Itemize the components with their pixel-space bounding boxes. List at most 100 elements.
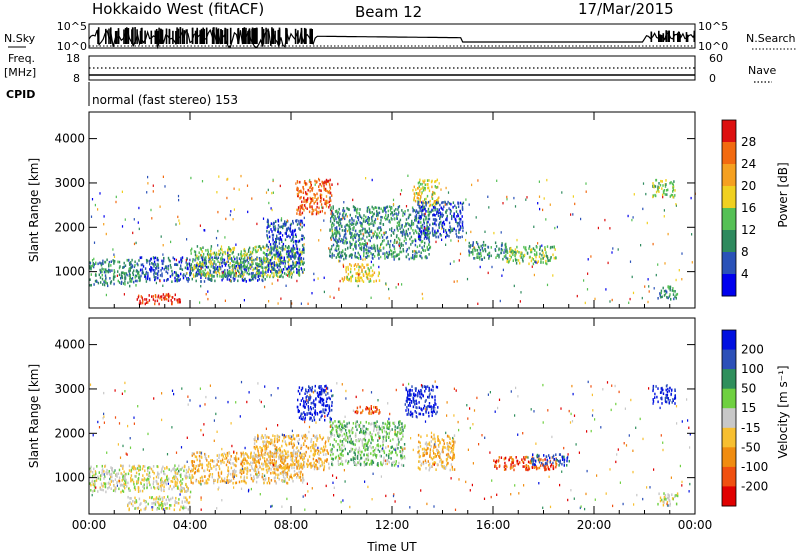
power-cell — [288, 246, 290, 250]
power-cell — [468, 245, 470, 248]
power-cell — [653, 287, 655, 290]
velocity-cell — [100, 474, 102, 477]
power-cell — [140, 256, 142, 260]
power-cell — [549, 259, 551, 262]
velocity-cell — [322, 436, 325, 440]
power-cell — [432, 205, 435, 209]
power-cell — [207, 254, 210, 257]
power-cell — [131, 264, 134, 267]
velocity-cell — [166, 477, 168, 481]
velocity-cell — [262, 456, 264, 459]
power-cell — [345, 232, 347, 236]
power-cell — [432, 209, 434, 212]
power-cell — [384, 218, 387, 221]
power-cell — [669, 285, 672, 289]
power-cell — [410, 223, 413, 227]
power-cell — [215, 266, 217, 270]
power-cell — [349, 270, 352, 274]
power-cell — [303, 251, 305, 254]
power-cell — [380, 219, 382, 222]
power-cell — [296, 212, 298, 215]
power-cell — [151, 217, 153, 220]
power-cell — [652, 195, 654, 199]
velocity-cell — [98, 471, 100, 474]
velocity-cell — [227, 466, 229, 469]
power-cell — [404, 233, 406, 236]
power-cell — [185, 261, 187, 264]
power-cell — [315, 212, 318, 216]
velocity-cell — [139, 465, 141, 469]
power-cell — [303, 246, 305, 250]
power-cell — [231, 268, 233, 272]
velocity-cell — [253, 451, 255, 455]
power-cell — [336, 229, 339, 233]
velocity-cell — [245, 481, 247, 485]
power-cell — [318, 178, 321, 182]
velocity-cell — [148, 477, 150, 481]
power-cell — [89, 265, 91, 268]
velocity-cell — [187, 508, 189, 511]
velocity-cell — [170, 469, 172, 473]
power-cell — [284, 222, 286, 226]
power-cell — [129, 277, 131, 281]
power-cell — [89, 261, 92, 265]
power-cell — [330, 206, 332, 209]
power-cell — [237, 274, 240, 278]
power-cell — [337, 255, 339, 258]
velocity-cell — [294, 463, 296, 466]
velocity-cell — [101, 488, 103, 492]
power-cell — [278, 268, 280, 272]
power-cell — [218, 253, 220, 256]
power-cell — [210, 250, 212, 253]
power-cell — [244, 270, 246, 274]
velocity-cell — [246, 453, 248, 457]
power-cell — [174, 293, 176, 297]
power-cell — [345, 236, 347, 240]
power-cell — [415, 219, 417, 222]
power-cell — [228, 278, 230, 281]
power-cell — [146, 259, 149, 263]
power-cell — [212, 252, 214, 255]
power-cell — [281, 240, 283, 243]
power-ytick-label: 3000 — [54, 176, 85, 190]
power-cell — [233, 248, 235, 251]
power-cell — [472, 250, 474, 253]
power-cell — [349, 231, 351, 234]
power-cell — [500, 251, 502, 255]
velocity-cell — [113, 484, 115, 488]
power-cell — [136, 262, 138, 266]
power-cell — [155, 281, 157, 285]
power-cell — [156, 258, 158, 262]
velocity-cell — [104, 482, 107, 486]
power-cell — [468, 249, 470, 253]
velocity-cell — [167, 498, 170, 501]
power-cell — [138, 302, 141, 305]
power-cell — [381, 236, 384, 239]
power-cell — [209, 262, 211, 266]
power-cell — [110, 282, 112, 285]
power-cell — [141, 271, 143, 275]
velocity-cell — [263, 481, 265, 485]
power-cell — [438, 226, 440, 229]
velocity-cell — [272, 471, 275, 475]
power-cell — [477, 245, 480, 249]
nave-tick-bottom: 0 — [709, 72, 716, 85]
velocity-cell — [204, 475, 206, 478]
velocity-cell — [200, 455, 202, 459]
nsky-trace — [88, 27, 696, 50]
velocity-cell — [156, 486, 159, 490]
power-cell — [210, 245, 213, 248]
velocity-cell — [153, 477, 155, 480]
power-cell — [554, 226, 556, 230]
power-cell — [371, 274, 373, 277]
power-cell — [418, 211, 420, 215]
power-cell — [222, 258, 224, 261]
velocity-cell — [232, 481, 234, 485]
power-cell — [526, 252, 529, 255]
power-cell — [398, 257, 400, 261]
power-cell — [301, 251, 303, 254]
velocity-cell — [128, 489, 130, 492]
power-cell — [178, 198, 180, 202]
power-cell — [262, 251, 265, 254]
power-cell — [333, 219, 336, 223]
